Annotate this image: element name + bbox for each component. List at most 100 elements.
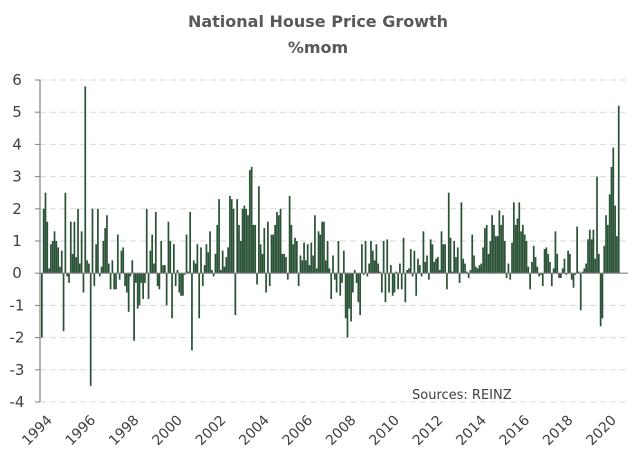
bar <box>427 273 430 280</box>
bar <box>484 228 486 274</box>
bar <box>82 273 85 293</box>
bar <box>386 239 389 274</box>
bar <box>290 224 293 274</box>
bar <box>174 273 177 287</box>
bar <box>308 265 311 274</box>
bar <box>375 244 378 274</box>
bar <box>359 273 361 316</box>
bar <box>113 273 116 290</box>
bar <box>608 194 611 274</box>
bar <box>391 273 394 296</box>
bar <box>393 273 396 293</box>
bar <box>525 241 528 274</box>
bar <box>319 234 322 274</box>
bar <box>388 273 390 293</box>
bar <box>129 273 132 277</box>
bar <box>80 231 83 274</box>
bar <box>115 273 117 290</box>
bar <box>306 244 309 274</box>
bar <box>88 263 90 274</box>
bar <box>71 253 74 274</box>
bar <box>135 273 137 283</box>
bar <box>583 268 586 274</box>
bar <box>563 258 566 274</box>
bar <box>167 221 170 274</box>
bar <box>274 224 276 274</box>
bar <box>323 221 325 274</box>
bar <box>465 271 468 274</box>
bar <box>57 247 59 274</box>
bar <box>348 273 351 309</box>
bar <box>265 273 267 293</box>
y-tick-label: 3 <box>12 168 22 186</box>
bar <box>500 224 503 274</box>
bar <box>556 253 559 274</box>
bar <box>603 245 606 274</box>
bar <box>558 273 560 279</box>
bar <box>225 257 228 274</box>
bar <box>232 208 235 274</box>
bar <box>312 255 314 274</box>
y-tick-label: 1 <box>12 232 22 250</box>
bar <box>339 273 342 296</box>
bar <box>89 273 92 386</box>
bar <box>335 273 338 293</box>
x-axis-ticks: 1994 1996 1998 2000 2002 2004 2006 2008 2010 2012… <box>19 412 620 449</box>
y-tick-label: -3 <box>10 361 25 379</box>
bar <box>330 273 333 299</box>
bar <box>154 212 157 274</box>
bar <box>102 241 105 274</box>
x-tick-label: 2010 <box>366 412 403 449</box>
bar <box>198 273 201 319</box>
bar <box>514 224 517 274</box>
bar <box>585 263 588 274</box>
bar <box>464 263 466 274</box>
bar <box>281 253 284 274</box>
bar <box>75 257 78 274</box>
bar <box>411 273 414 277</box>
bar <box>511 242 513 274</box>
bar <box>426 255 428 274</box>
bar <box>406 269 408 274</box>
bar <box>109 273 112 290</box>
chart-subtitle: %mom <box>288 38 348 57</box>
bar <box>516 218 519 274</box>
bar <box>599 273 602 327</box>
bar <box>122 247 125 274</box>
bar <box>422 231 425 274</box>
bar <box>239 241 242 274</box>
x-tick-label: 2008 <box>323 412 360 449</box>
bar <box>189 212 191 274</box>
bar <box>332 255 334 274</box>
bar <box>59 266 61 274</box>
bar <box>276 212 278 274</box>
bar <box>379 271 381 274</box>
bar <box>402 237 405 274</box>
bar <box>183 273 186 275</box>
bar <box>165 273 168 306</box>
bar <box>62 273 65 332</box>
bar <box>518 202 521 274</box>
bar <box>341 273 343 283</box>
bar <box>212 273 215 277</box>
bar <box>485 224 488 274</box>
bar <box>473 255 475 274</box>
bar <box>236 199 239 274</box>
bar <box>572 273 575 288</box>
bar <box>489 241 492 274</box>
gridlines <box>40 79 628 403</box>
bar <box>440 231 443 274</box>
bar <box>285 257 287 274</box>
bar <box>182 273 184 296</box>
bar <box>538 273 541 277</box>
bar <box>361 244 363 274</box>
bar <box>256 273 258 285</box>
bar <box>178 273 181 293</box>
bar <box>176 269 179 274</box>
bar <box>283 253 286 274</box>
bar <box>230 199 233 274</box>
bar <box>455 257 457 274</box>
bar <box>218 199 220 274</box>
bar <box>574 273 577 275</box>
bar <box>243 205 246 274</box>
